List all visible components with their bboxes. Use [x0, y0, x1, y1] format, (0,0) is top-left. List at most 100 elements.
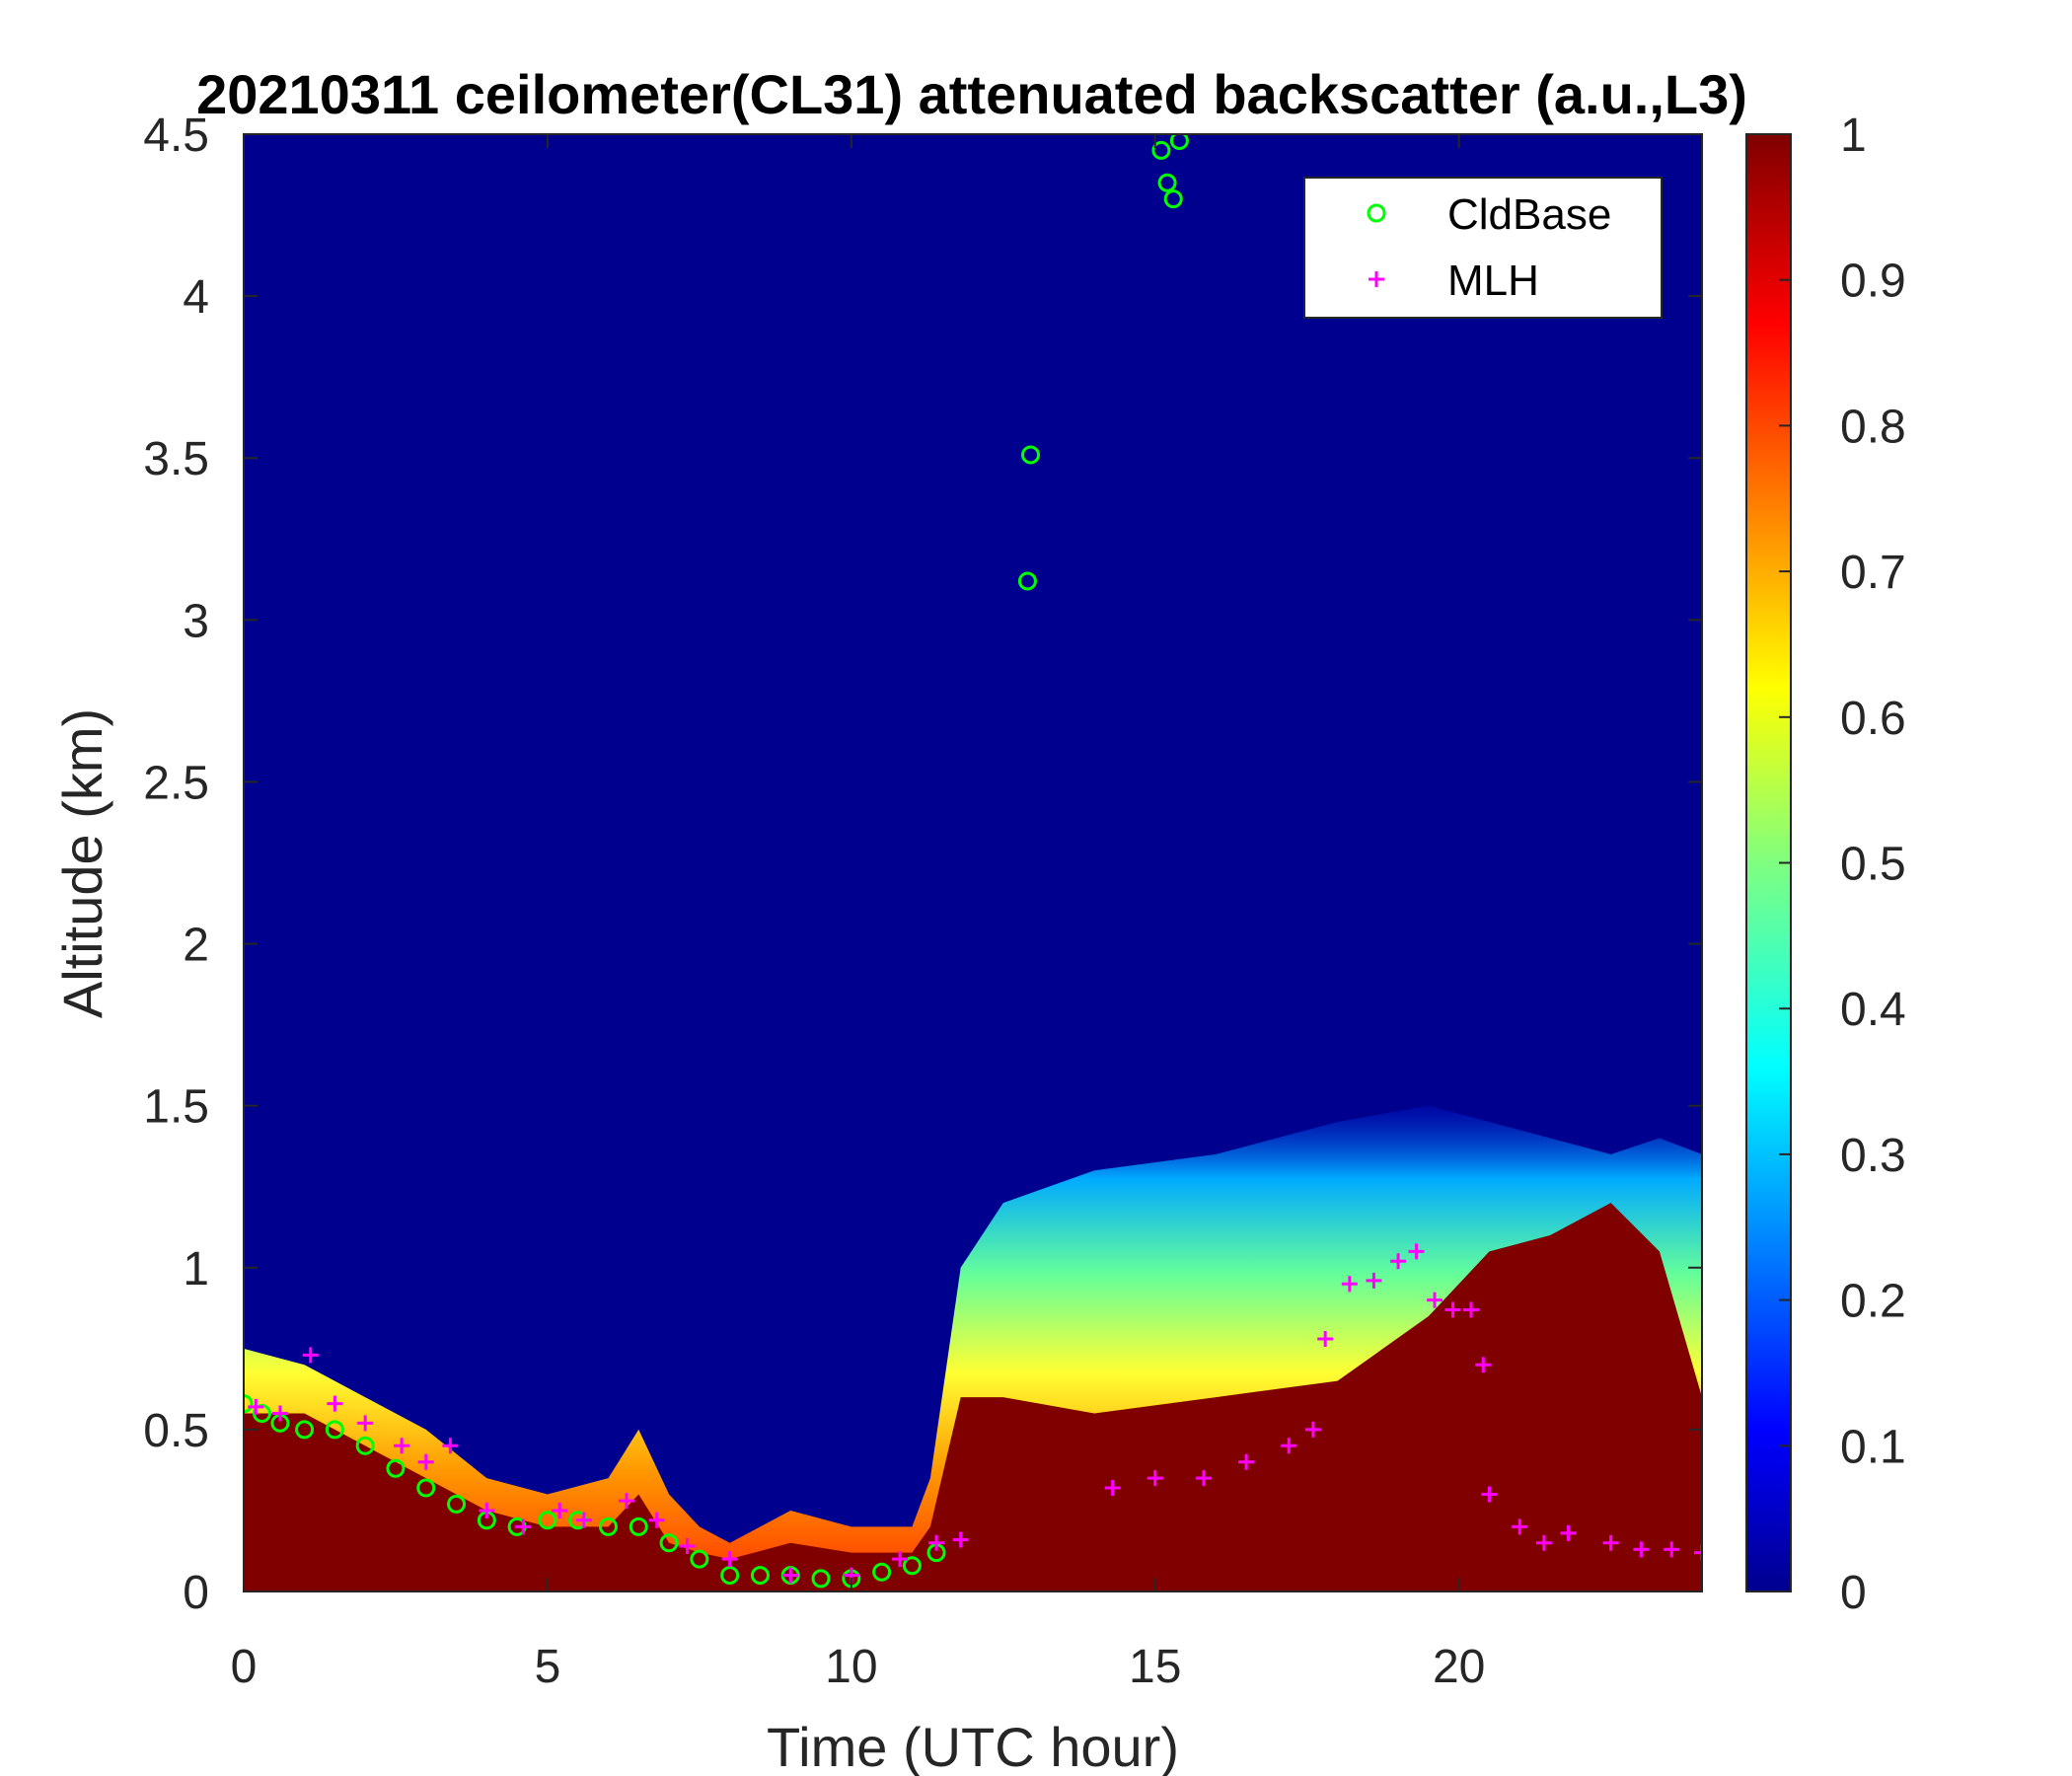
y-axis: 0 0.5 1 1.5 2 2.5 3 3.5 4 4.5 [143, 110, 1702, 1619]
y-tick-label: 2 [183, 920, 209, 972]
mlh-point [302, 1347, 319, 1364]
cldbase-point [872, 1562, 892, 1582]
mlh-point [721, 1551, 738, 1568]
cldbase-point [629, 1517, 648, 1536]
mlh-point [892, 1551, 909, 1568]
mlh-point [1147, 1470, 1163, 1487]
cldbase-point [355, 1436, 375, 1455]
x-tick-label: 0 [231, 1641, 258, 1693]
colorbar-tick-label: 0.1 [1840, 1421, 1906, 1473]
mlh-point [1366, 1272, 1382, 1289]
mlh-point [1104, 1479, 1121, 1496]
colorbar-tick-label: 0.6 [1840, 693, 1906, 745]
cldbase-point [659, 1533, 679, 1553]
legend-mlh-marker [1369, 271, 1384, 287]
mlh-point [394, 1438, 410, 1454]
mlh-point [1462, 1301, 1479, 1318]
chart-title: 20210311 ceilometer(CL31) attenuated bac… [196, 63, 1747, 125]
mlh-point [1664, 1541, 1680, 1558]
mlh-point [248, 1398, 264, 1415]
cldbase-point [750, 1566, 770, 1586]
plot-frame [243, 133, 1703, 1592]
y-tick-label: 4.5 [143, 110, 209, 162]
y-tick-label: 0 [183, 1567, 209, 1619]
mlh-point [1341, 1276, 1358, 1293]
mlh-point [327, 1395, 343, 1412]
mlh-point [357, 1415, 374, 1432]
cldbase-point [386, 1458, 406, 1478]
colorbar-tick-label: 0.9 [1840, 256, 1906, 308]
mlh-point [618, 1493, 634, 1510]
mlh-point [1602, 1534, 1619, 1551]
colorbar-tick-label: 0 [1840, 1567, 1867, 1619]
cldbase-point [720, 1566, 740, 1586]
y-tick-label: 3.5 [143, 433, 209, 485]
mlh-point [1481, 1486, 1498, 1503]
cldbase-point [1163, 189, 1183, 209]
y-axis-label: Altitude (km) [51, 708, 113, 1018]
colorbar-ticks: 0 0.1 0.2 0.3 0.4 0.5 0.6 0.7 0.8 0.9 1 [1779, 110, 1906, 1619]
cldbase-point [1157, 173, 1177, 192]
cldbase-point [416, 1478, 436, 1498]
mlh-point [1694, 1544, 1702, 1561]
legend: CldBase MLH [1303, 177, 1663, 319]
colorbar-tick-label: 0.3 [1840, 1130, 1906, 1182]
cldbase-point [599, 1517, 618, 1536]
colorbar-tick-label: 0.7 [1840, 547, 1906, 599]
mlh-point [928, 1534, 945, 1551]
mlh-point [417, 1453, 434, 1470]
mlh-point [1238, 1453, 1255, 1470]
mlh-point [515, 1518, 532, 1535]
cldbase-point [244, 1394, 254, 1414]
mlh-point [1512, 1518, 1528, 1535]
y-tick-label: 4 [183, 271, 209, 324]
cldbase-point [295, 1420, 315, 1440]
cldbase-point [902, 1556, 922, 1576]
legend-cldbase-label: CldBase [1447, 190, 1611, 239]
colorbar-tick-label: 1 [1840, 110, 1867, 162]
mlh-point [1317, 1330, 1334, 1347]
x-tick-label: 10 [825, 1641, 877, 1693]
y-tick-label: 3 [183, 595, 209, 647]
mlh-point [1196, 1470, 1213, 1487]
colorbar-tick-label: 0.2 [1840, 1276, 1906, 1328]
cldbase-point [1169, 134, 1189, 151]
mlh-point [552, 1502, 568, 1518]
mlh-point [1535, 1534, 1552, 1551]
y-tick-label: 1 [183, 1243, 209, 1295]
x-axis: 0 5 10 15 20 [231, 134, 1485, 1693]
y-tick-label: 2.5 [143, 757, 209, 809]
colorbar-tick-label: 0.5 [1840, 839, 1906, 891]
x-tick-label: 15 [1129, 1641, 1181, 1693]
mlh-point [1408, 1243, 1425, 1260]
colorbar-tick-label: 0.8 [1840, 401, 1906, 453]
mlh-point [952, 1531, 969, 1548]
cldbase-point [538, 1511, 557, 1530]
cldbase-point [1151, 140, 1171, 160]
x-tick-label: 5 [535, 1641, 561, 1693]
mlh-point [1281, 1438, 1297, 1454]
colorbar-tick-label: 0.4 [1840, 984, 1906, 1036]
mlh-point [648, 1512, 665, 1528]
mlh-point [271, 1405, 288, 1422]
saturated-layer [244, 1203, 1702, 1591]
cldbase-point [690, 1549, 709, 1569]
mlh-point [679, 1538, 696, 1555]
mlh-point [1475, 1357, 1492, 1373]
mlh-point [479, 1502, 495, 1518]
legend-box [1303, 177, 1663, 319]
cldbase-point [447, 1494, 467, 1514]
mlh-point [1304, 1421, 1321, 1438]
backscatter-field [244, 1105, 1702, 1591]
cldbase-point [1021, 445, 1041, 465]
legend-cldbase-marker [1367, 203, 1386, 223]
mlh-point [1560, 1524, 1577, 1541]
mlh-point [442, 1438, 459, 1454]
mlh-point [1444, 1301, 1461, 1318]
y-tick-label: 0.5 [143, 1405, 209, 1457]
cldbase-point [1017, 571, 1037, 591]
mlh-point [575, 1512, 592, 1528]
x-axis-label: Time (UTC hour) [767, 1716, 1179, 1776]
y-tick-label: 1.5 [143, 1081, 209, 1134]
